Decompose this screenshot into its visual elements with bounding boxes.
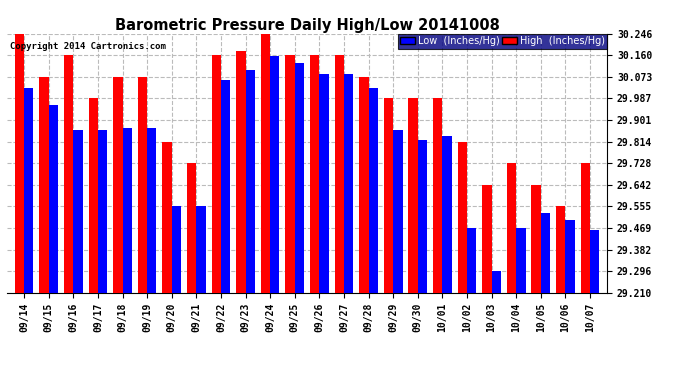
Bar	[138, 77, 147, 292]
Bar	[39, 77, 49, 292]
Bar	[246, 70, 255, 292]
Bar	[113, 77, 123, 292]
Bar	[24, 88, 34, 292]
Bar	[88, 99, 98, 292]
Bar	[147, 128, 157, 292]
Bar	[310, 55, 319, 292]
Bar	[295, 63, 304, 292]
Bar	[187, 163, 197, 292]
Bar	[580, 163, 590, 292]
Bar	[14, 34, 24, 292]
Text: Copyright 2014 Cartronics.com: Copyright 2014 Cartronics.com	[10, 42, 166, 51]
Bar	[417, 140, 427, 292]
Bar	[197, 206, 206, 292]
Bar	[467, 228, 476, 292]
Bar	[270, 57, 279, 292]
Bar	[212, 55, 221, 292]
Bar	[64, 55, 73, 292]
Bar	[172, 206, 181, 292]
Bar	[408, 99, 417, 292]
Title: Barometric Pressure Daily High/Low 20141008: Barometric Pressure Daily High/Low 20141…	[115, 18, 500, 33]
Bar	[393, 130, 402, 292]
Bar	[384, 99, 393, 292]
Bar	[335, 55, 344, 292]
Bar	[344, 74, 353, 292]
Bar	[286, 55, 295, 292]
Bar	[73, 130, 83, 292]
Bar	[162, 142, 172, 292]
Bar	[442, 136, 452, 292]
Bar	[531, 184, 541, 292]
Bar	[457, 142, 467, 292]
Bar	[433, 99, 442, 292]
Legend: Low  (Inches/Hg), High  (Inches/Hg): Low (Inches/Hg), High (Inches/Hg)	[397, 34, 607, 49]
Bar	[221, 80, 230, 292]
Bar	[123, 128, 132, 292]
Bar	[236, 51, 246, 292]
Bar	[359, 77, 368, 292]
Bar	[49, 105, 58, 292]
Bar	[507, 163, 516, 292]
Bar	[590, 230, 600, 292]
Bar	[565, 220, 575, 292]
Bar	[556, 206, 565, 292]
Bar	[491, 271, 501, 292]
Bar	[98, 130, 107, 292]
Bar	[368, 88, 378, 292]
Bar	[541, 213, 550, 292]
Bar	[482, 184, 491, 292]
Bar	[319, 74, 328, 292]
Bar	[516, 228, 526, 292]
Bar	[261, 34, 270, 292]
